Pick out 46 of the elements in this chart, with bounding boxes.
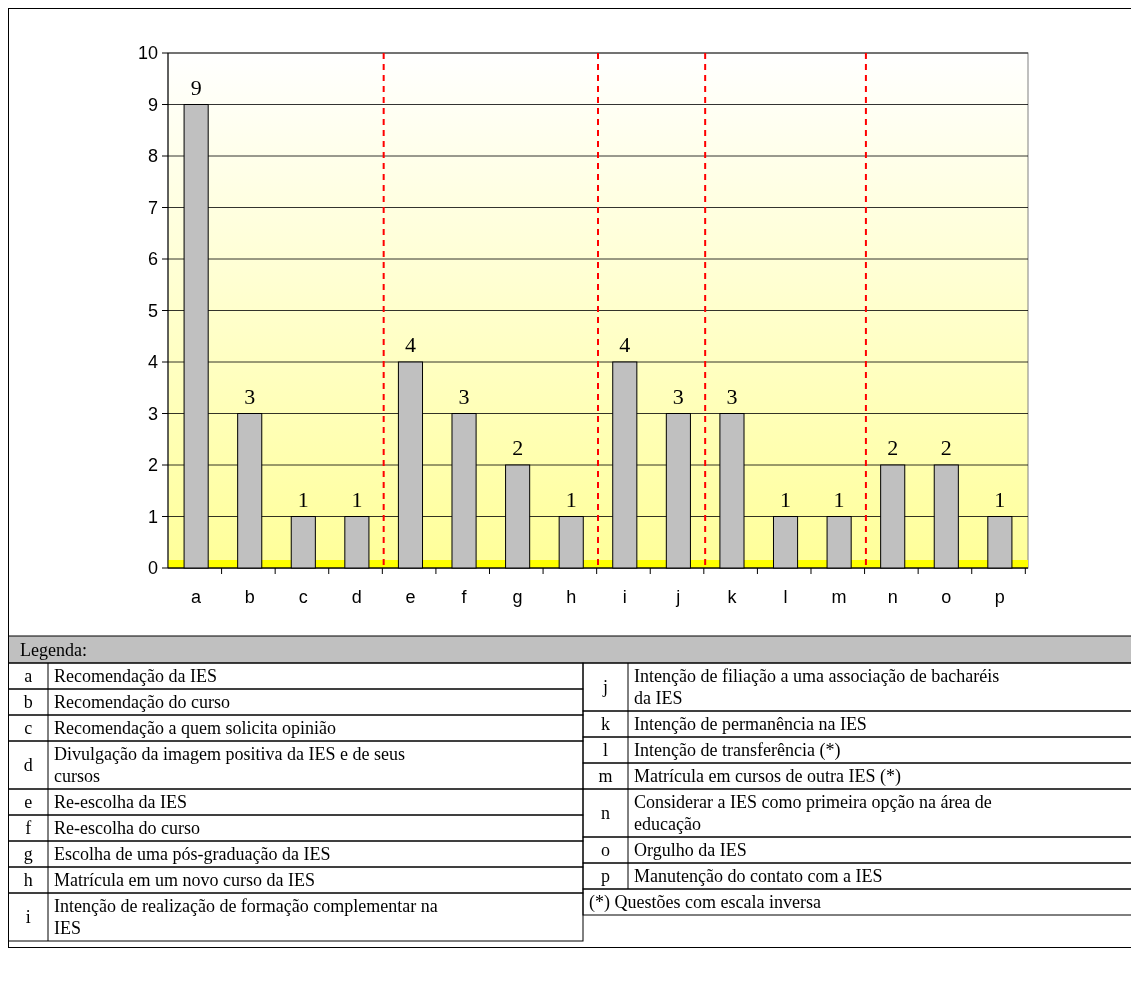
x-tick-label: g xyxy=(512,587,523,607)
y-tick-label: 2 xyxy=(147,455,158,475)
data-label: 1 xyxy=(994,486,1006,512)
y-tick-label: 10 xyxy=(137,43,158,63)
data-label: 4 xyxy=(619,332,631,357)
x-tick-label: m xyxy=(831,587,847,607)
data-label: 1 xyxy=(780,486,792,512)
x-tick-label: b xyxy=(244,587,255,607)
y-tick-label: 7 xyxy=(147,197,158,218)
x-tick-label: k xyxy=(727,587,738,607)
data-label: 2 xyxy=(887,435,899,460)
x-tick-label: h xyxy=(566,587,577,607)
x-tick-label: n xyxy=(887,587,898,607)
data-label: 2 xyxy=(512,435,524,460)
y-tick-label: 4 xyxy=(147,352,158,372)
y-tick-label: 6 xyxy=(147,249,158,269)
x-tick-label: e xyxy=(405,587,416,607)
y-tick-label: 3 xyxy=(147,403,158,424)
x-tick-label: c xyxy=(298,587,308,607)
y-tick-label: 8 xyxy=(147,146,158,166)
legend-title: Legenda: xyxy=(20,640,87,660)
y-tick-label: 9 xyxy=(147,94,158,115)
data-label: 3 xyxy=(458,383,470,409)
legend-table: Legenda: a Recomendação da IES b Recomendação do curso c Recomendação a quem solicita opinião d Divulgação da imagem positiva da IES e de seus cursos e Re-escolha da IES f Re-escolha do curso g Escolha de uma pós-graduação da IES h Matrícula em um novo curso da IES i Intenção de realização de formação complementar na IES j Intenção de filiação a uma associação de bacharéis da IES k Intenção de permanência na IES l Intenção de transferência (*) m Matrícula em cursos de outra IES (*) n Considerar a IES como primeira opção na área de educação o Orgulho da IES p Manutenção do contato com a IES (*) Questões com escala inversa xyxy=(8,635,1131,942)
y-tick-label: 1 xyxy=(147,506,158,527)
x-tick-label: p xyxy=(994,587,1005,607)
data-label: 3 xyxy=(726,383,738,409)
x-tick-label: j xyxy=(675,587,681,607)
x-tick-label: i xyxy=(622,587,627,607)
data-label: 4 xyxy=(404,332,416,357)
x-tick-label: l xyxy=(783,587,788,607)
data-label: 1 xyxy=(297,486,309,512)
x-tick-label: o xyxy=(941,587,952,607)
data-label: 1 xyxy=(351,486,363,512)
data-label: 3 xyxy=(244,383,256,409)
data-label: 1 xyxy=(565,486,577,512)
data-label: 2 xyxy=(940,435,952,460)
x-tick-label: a xyxy=(191,587,203,607)
data-label: 9 xyxy=(190,74,202,100)
legend-header: Legenda: xyxy=(8,635,1131,664)
y-tick-label: 5 xyxy=(147,300,158,321)
x-tick-label: d xyxy=(351,587,362,607)
y-tick-label: 0 xyxy=(147,558,158,578)
data-label: 1 xyxy=(833,486,845,512)
x-tick-label: f xyxy=(461,587,468,607)
data-label: 3 xyxy=(672,383,684,409)
